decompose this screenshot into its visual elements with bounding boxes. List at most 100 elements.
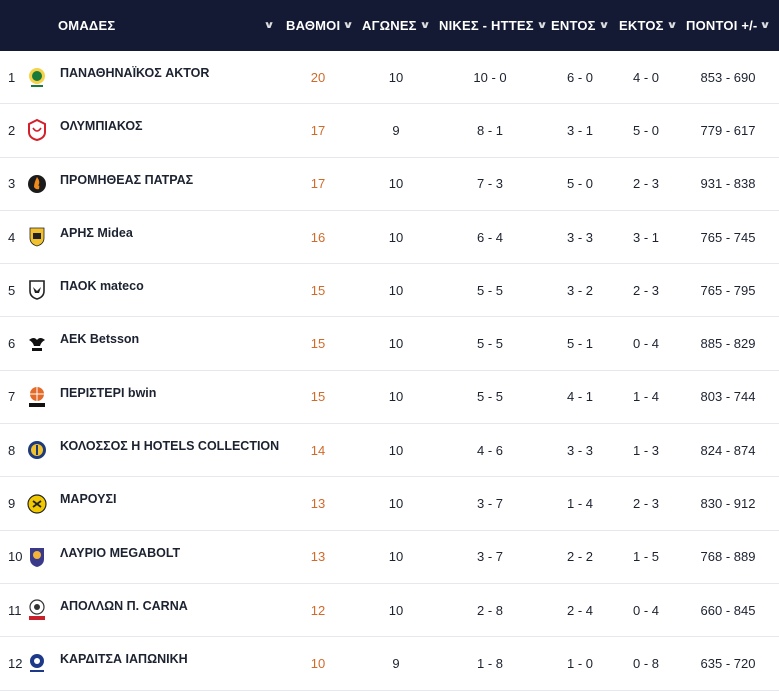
wins-losses-value: 3 - 7 xyxy=(476,549,503,565)
points-value: 15 xyxy=(310,389,326,405)
away-record-value: 1 - 3 xyxy=(632,442,659,458)
team-name-link[interactable]: ΑΠΟΛΛΩΝ Π. CARNA xyxy=(60,598,188,613)
table-row[interactable]: 8 ΚΟΛΟΣΣΟΣ H HOTELS COLLECTION 14 10 4 -… xyxy=(0,424,779,478)
team-name-link[interactable]: ΛΑΥΡΙΟ MEGABOLT xyxy=(60,545,181,560)
points-header-label: ΒΑΘΜΟΙ xyxy=(286,18,341,33)
team-name-link[interactable]: ΚΑΡΔΙΤΣΑ ΙΑΠΩΝΙΚΗ xyxy=(60,652,188,667)
table-row[interactable]: 9 ΜΑΡΟΥΣΙ 13 10 3 - 7 1 - 4 2 - 3 830 - … xyxy=(0,477,779,531)
table-body: 1 ΠΑΝΑΘΗΝΑΪΚΟΣ AKTOR 20 10 10 - 0 6 - 0 … xyxy=(0,51,779,691)
rank: 12 xyxy=(8,655,23,671)
games-value: 10 xyxy=(388,69,404,85)
rank: 3 xyxy=(8,176,16,192)
games-header-label: ΑΓΩΝΕΣ xyxy=(362,18,417,33)
apollo-logo-icon xyxy=(26,584,48,636)
points-diff-value: 853 - 690 xyxy=(700,69,756,85)
team-name-link[interactable]: ΑΕΚ Betsson xyxy=(60,332,140,347)
games-value: 10 xyxy=(388,442,404,458)
wins-losses-value: 1 - 8 xyxy=(476,655,503,671)
points-value: 10 xyxy=(310,655,326,671)
round-badge-logo-icon xyxy=(26,477,48,529)
crest-logo-icon xyxy=(26,531,48,583)
points-value: 15 xyxy=(310,336,326,352)
chevron-down-icon: ∨ xyxy=(666,20,678,31)
home-record-value: 4 - 1 xyxy=(566,389,593,405)
points-diff-value: 768 - 889 xyxy=(700,549,756,565)
table-row[interactable]: 11 ΑΠΟΛΛΩΝ Π. CARNA 12 10 2 - 8 2 - 4 0 … xyxy=(0,584,779,638)
team-name-link[interactable]: ΜΑΡΟΥΣΙ xyxy=(60,492,117,507)
team-name-link[interactable]: ΚΟΛΟΣΣΟΣ H HOTELS COLLECTION xyxy=(60,439,280,454)
sort-wins-losses-header[interactable]: ΝΙΚΕΣ - ΗΤΤΕΣ ∨ xyxy=(439,0,547,51)
points-diff-value: 824 - 874 xyxy=(700,442,756,458)
table-row[interactable]: 10 ΛΑΥΡΙΟ MEGABOLT 13 10 3 - 7 2 - 2 1 -… xyxy=(0,531,779,584)
colossus-logo-icon xyxy=(26,424,48,476)
table-row[interactable]: 3 ΠΡΟΜΗΘΕΑΣ ΠΑΤΡΑΣ 17 10 7 - 3 5 - 0 2 -… xyxy=(0,158,779,211)
table-row[interactable]: 4 ΑΡΗΣ Midea 16 10 6 - 4 3 - 3 3 - 1 765… xyxy=(0,211,779,265)
table-row[interactable]: 2 ΟΛΥΜΠΙΑΚΟΣ 17 9 8 - 1 3 - 1 5 - 0 779 … xyxy=(0,104,779,158)
wins-losses-value: 4 - 6 xyxy=(476,442,503,458)
away-header-label: ΕΚΤΟΣ xyxy=(619,18,664,33)
rank: 10 xyxy=(8,549,23,565)
team-header-label: ΟΜΑΔΕΣ xyxy=(58,18,116,33)
games-value: 10 xyxy=(388,602,404,618)
table-row[interactable]: 12 ΚΑΡΔΙΤΣΑ ΙΑΠΩΝΙΚΗ 10 9 1 - 8 1 - 0 0 … xyxy=(0,637,779,691)
rank: 9 xyxy=(8,496,16,512)
rank: 1 xyxy=(8,69,16,85)
home-record-value: 2 - 4 xyxy=(566,602,593,618)
chevron-down-icon: ∨ xyxy=(342,20,355,31)
sort-games-header[interactable]: ΑΓΩΝΕΣ ∨ xyxy=(362,0,431,51)
wins-losses-value: 3 - 7 xyxy=(476,496,503,512)
wins-losses-value: 5 - 5 xyxy=(476,282,503,298)
table-row[interactable]: 1 ΠΑΝΑΘΗΝΑΪΚΟΣ AKTOR 20 10 10 - 0 6 - 0 … xyxy=(0,51,779,105)
away-record-value: 4 - 0 xyxy=(632,69,659,85)
rank: 2 xyxy=(8,122,16,138)
chevron-down-icon: ∨ xyxy=(419,20,431,31)
table-row[interactable]: 5 ΠΑΟΚ mateco 15 10 5 - 5 3 - 2 2 - 3 76… xyxy=(0,264,779,318)
points-value: 17 xyxy=(310,122,326,138)
home-record-value: 1 - 0 xyxy=(566,655,593,671)
team-name-link[interactable]: ΠΑΝΑΘΗΝΑΪΚΟΣ AKTOR xyxy=(60,66,210,80)
table-row[interactable]: 6 ΑΕΚ Betsson 15 10 5 - 5 5 - 1 0 - 4 88… xyxy=(0,317,779,371)
chevron-down-icon: ∨ xyxy=(263,20,275,31)
away-record-value: 3 - 1 xyxy=(632,229,659,245)
sort-team-header[interactable]: ΟΜΑΔΕΣ ∨ xyxy=(58,0,275,51)
team-name-link[interactable]: ΠΕΡΙΣΤΕΡΙ bwin xyxy=(60,385,157,400)
home-record-value: 3 - 3 xyxy=(566,229,593,245)
away-record-value: 1 - 5 xyxy=(632,549,659,565)
home-record-value: 2 - 2 xyxy=(566,549,593,565)
wins-losses-value: 8 - 1 xyxy=(476,122,503,138)
eagle-shield-logo-icon xyxy=(26,264,48,316)
wins-losses-value: 5 - 5 xyxy=(476,336,503,352)
games-value: 10 xyxy=(388,389,404,405)
points-diff-value: 885 - 829 xyxy=(700,336,756,352)
home-record-value: 3 - 3 xyxy=(566,442,593,458)
team-name-link[interactable]: ΟΛΥΜΠΙΑΚΟΣ xyxy=(60,119,143,134)
home-record-value: 3 - 2 xyxy=(566,282,593,298)
points-diff-value: 931 - 838 xyxy=(700,176,756,192)
team-name-link[interactable]: ΑΡΗΣ Midea xyxy=(60,225,133,240)
eagle-logo-icon xyxy=(26,317,48,369)
home-record-value: 1 - 4 xyxy=(566,496,593,512)
sort-home-header[interactable]: ΕΝΤΟΣ ∨ xyxy=(551,0,609,51)
rank: 11 xyxy=(8,602,22,618)
points-value: 20 xyxy=(310,69,326,85)
points-diff-value: 765 - 745 xyxy=(700,229,756,245)
points-diff-value: 660 - 845 xyxy=(700,602,756,618)
sort-points-diff-header[interactable]: ΠΟΝΤΟΙ +/- ∨ xyxy=(686,0,771,51)
team-name-link[interactable]: ΠΑΟΚ mateco xyxy=(60,279,144,294)
points-value: 16 xyxy=(310,229,326,245)
away-record-value: 0 - 4 xyxy=(632,602,659,618)
rank: 8 xyxy=(8,442,16,458)
shamrock-logo-icon xyxy=(26,51,48,103)
team-name-link[interactable]: ΠΡΟΜΗΘΕΑΣ ΠΑΤΡΑΣ xyxy=(60,172,194,187)
sort-away-header[interactable]: ΕΚΤΟΣ ∨ xyxy=(619,0,678,51)
points-diff-value: 830 - 912 xyxy=(700,496,756,512)
sort-points-header[interactable]: ΒΑΘΜΟΙ ∨ xyxy=(286,0,355,51)
wins-losses-value: 5 - 5 xyxy=(476,389,503,405)
wins-losses-value: 10 - 0 xyxy=(473,69,507,85)
games-value: 10 xyxy=(388,282,404,298)
wins-losses-value: 2 - 8 xyxy=(476,602,503,618)
points-value: 13 xyxy=(310,549,326,565)
away-record-value: 0 - 8 xyxy=(632,655,659,671)
table-row[interactable]: 7 ΠΕΡΙΣΤΕΡΙ bwin 15 10 5 - 5 4 - 1 1 - 4… xyxy=(0,371,779,425)
